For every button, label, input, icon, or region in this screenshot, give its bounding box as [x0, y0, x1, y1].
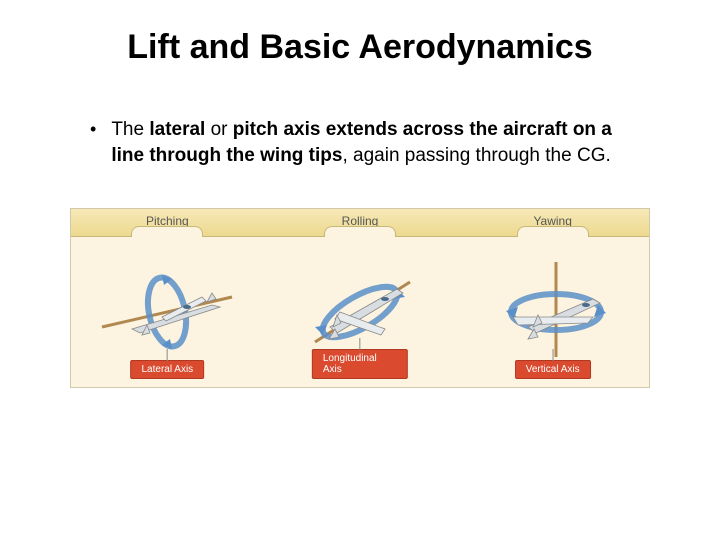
- bullet-marker: •: [90, 119, 96, 140]
- panel-yawing: Vertical Axis: [456, 237, 649, 387]
- panel-rolling: Longitudinal Axis: [264, 237, 457, 387]
- label-vertical-axis: Vertical Axis: [515, 360, 591, 379]
- panel-pitching: Lateral Axis: [71, 237, 264, 387]
- tab-yawing: Yawing: [456, 209, 649, 236]
- tab-bar: Pitching Rolling Yawing: [71, 209, 649, 237]
- page-title: Lift and Basic Aerodynamics: [40, 28, 680, 67]
- axes-diagram: Pitching Rolling Yawing: [70, 208, 650, 388]
- bullet-text: The lateral or pitch axis extends across…: [111, 117, 640, 168]
- label-lateral-axis: Lateral Axis: [130, 360, 204, 379]
- panels-row: Lateral Axis Longitudinal Ax: [71, 237, 649, 387]
- tab-pitching: Pitching: [71, 209, 264, 236]
- bullet-item: • The lateral or pitch axis extends acro…: [90, 117, 640, 168]
- tab-rolling: Rolling: [264, 209, 457, 236]
- label-longitudinal-axis: Longitudinal Axis: [312, 349, 408, 379]
